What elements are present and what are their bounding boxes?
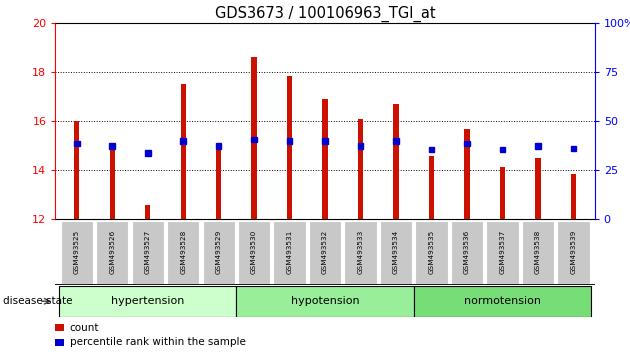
FancyBboxPatch shape [167,221,199,284]
Bar [358,119,364,219]
FancyBboxPatch shape [236,286,414,317]
FancyBboxPatch shape [486,221,518,284]
Bar [74,121,79,219]
Bar [55,324,64,331]
Bar [251,137,257,142]
Text: GSM493530: GSM493530 [251,230,257,274]
Title: GDS3673 / 100106963_TGI_at: GDS3673 / 100106963_TGI_at [215,5,435,22]
Bar [216,143,222,149]
Bar [571,145,576,151]
FancyBboxPatch shape [60,221,93,284]
FancyBboxPatch shape [59,286,236,317]
Bar [216,146,221,219]
Text: GSM493531: GSM493531 [287,230,292,274]
Text: GSM493538: GSM493538 [535,230,541,274]
FancyBboxPatch shape [132,221,164,284]
Bar [464,129,469,219]
Bar [145,205,151,219]
Bar [464,141,470,146]
Bar [535,143,541,149]
Text: GSM493535: GSM493535 [428,230,435,274]
Text: hypotension: hypotension [291,296,359,306]
FancyBboxPatch shape [202,221,235,284]
Bar [74,141,79,146]
FancyBboxPatch shape [345,221,377,284]
Text: percentile rank within the sample: percentile rank within the sample [69,337,246,347]
Bar [55,339,64,346]
FancyBboxPatch shape [96,221,129,284]
FancyBboxPatch shape [273,221,306,284]
Bar [322,138,328,144]
Bar [181,84,186,219]
Bar [500,167,505,219]
Bar [428,147,434,152]
FancyBboxPatch shape [380,221,412,284]
Text: GSM493527: GSM493527 [145,230,151,274]
Bar [500,147,505,152]
Bar [110,146,115,219]
Bar [110,143,115,149]
FancyBboxPatch shape [451,221,483,284]
Bar [536,158,541,219]
Bar [393,138,399,144]
Text: GSM493525: GSM493525 [74,230,80,274]
Bar [429,156,434,219]
FancyBboxPatch shape [238,221,270,284]
Text: GSM493533: GSM493533 [358,230,364,274]
Bar [145,150,151,156]
Bar [287,138,292,144]
Text: GSM493528: GSM493528 [180,230,186,274]
Text: normotension: normotension [464,296,541,306]
Bar [571,174,576,219]
Text: GSM493536: GSM493536 [464,230,470,274]
Bar [180,138,186,144]
FancyBboxPatch shape [558,221,590,284]
Text: GSM493534: GSM493534 [393,230,399,274]
FancyBboxPatch shape [309,221,341,284]
FancyBboxPatch shape [414,286,591,317]
Text: count: count [69,322,99,332]
Text: GSM493532: GSM493532 [322,230,328,274]
FancyBboxPatch shape [522,221,554,284]
Bar [323,99,328,219]
Bar [393,104,399,219]
Bar [251,57,257,219]
Text: GSM493537: GSM493537 [500,230,505,274]
Bar [358,143,364,149]
Text: hypertension: hypertension [111,296,185,306]
Bar [287,76,292,219]
Text: disease state: disease state [3,296,72,306]
Text: GSM493529: GSM493529 [215,230,222,274]
FancyBboxPatch shape [415,221,448,284]
Text: GSM493539: GSM493539 [570,230,576,274]
Text: GSM493526: GSM493526 [109,230,115,274]
